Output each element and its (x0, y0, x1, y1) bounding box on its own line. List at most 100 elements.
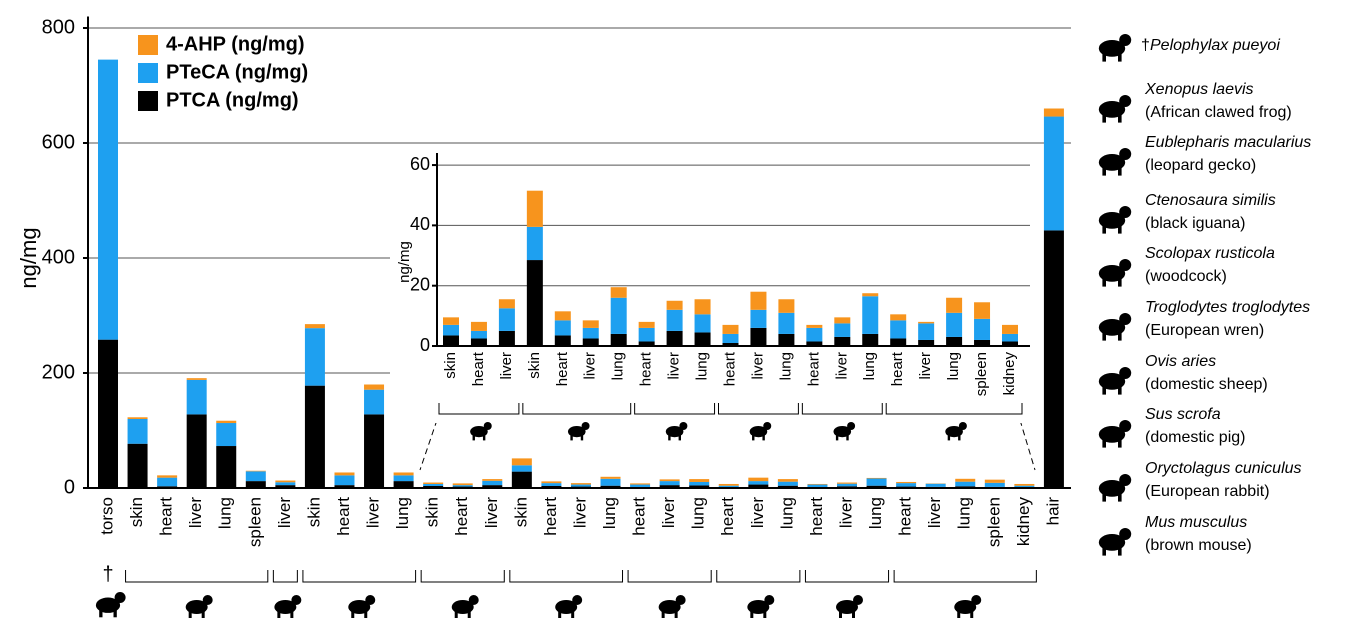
icon-leg (947, 434, 951, 441)
bar-segment (689, 479, 710, 482)
y-tick-label: 0 (64, 476, 75, 498)
icon-leg (668, 434, 671, 441)
icon-leg (1102, 114, 1106, 123)
bar-segment (570, 483, 591, 485)
animal-icon (348, 595, 376, 618)
y-axis-label: ng/mg (16, 227, 41, 288)
x-tick-label: liver (833, 352, 850, 380)
bar-segment (470, 330, 487, 339)
icon-leg (958, 434, 961, 441)
icon-body (348, 600, 371, 614)
bar-segment (722, 333, 739, 343)
species-common: (European wren) (1145, 322, 1264, 339)
species-common: (woodcock) (1145, 268, 1227, 285)
bar-segment (511, 458, 532, 466)
bar-segment (216, 420, 237, 424)
bar-segment (750, 309, 767, 328)
species-common: (brown mouse) (1145, 537, 1252, 554)
x-tick-label: torso (97, 497, 116, 535)
bar-segment (127, 443, 148, 488)
bar-segment (866, 477, 887, 479)
bar-segment (275, 485, 296, 488)
icon-body (1098, 154, 1126, 171)
bar-segment (498, 299, 515, 309)
bar-segment (659, 479, 680, 482)
bar-segment (834, 323, 851, 337)
icon-leg (957, 611, 961, 618)
bar-segment (600, 485, 621, 488)
x-tick-label: heart (334, 497, 353, 536)
x-tick-label: heart (554, 351, 571, 386)
bar-segment (837, 482, 857, 484)
x-tick-label: skin (442, 352, 459, 379)
icon-head (763, 422, 772, 430)
species-common: (black iguana) (1145, 215, 1246, 232)
bar-segment (334, 485, 355, 488)
legend-label: 4-AHP (ng/mg) (166, 33, 305, 55)
bar-segment (452, 483, 473, 486)
animal-icon (747, 595, 775, 618)
bar-segment (482, 480, 503, 486)
icon-leg (570, 434, 573, 441)
species-latin: Oryctolagus cuniculus (1145, 460, 1302, 477)
animal-icon (1098, 34, 1132, 62)
group-bracket (718, 403, 799, 415)
animal-icon (658, 595, 686, 618)
y-tick-label: 200 (42, 361, 75, 383)
icon-body (470, 426, 488, 438)
x-tick-label: lung (955, 497, 974, 529)
x-tick-label: kidney (1014, 497, 1033, 547)
bar-segment (334, 475, 355, 486)
bar-segment (443, 317, 459, 325)
icon-head (114, 592, 126, 603)
group-bracket (522, 403, 632, 415)
bar-segment (423, 482, 444, 484)
x-tick-label: liver (748, 497, 767, 529)
x-tick-label: lung (610, 352, 627, 380)
species-common: (European rabbit) (1145, 483, 1270, 500)
icon-body (1098, 265, 1126, 282)
icon-leg (467, 611, 471, 618)
bar-segment (890, 338, 907, 346)
bar-segment (186, 379, 207, 415)
icon-head (958, 422, 967, 430)
bar-segment (984, 482, 1005, 487)
bar-segment (807, 483, 828, 485)
icon-leg (1118, 225, 1122, 234)
bar-segment (423, 483, 444, 486)
x-tick-label: heart (807, 497, 826, 536)
bar-segment (862, 333, 879, 346)
x-tick-label: spleen (973, 352, 990, 396)
bar-segment (748, 481, 769, 485)
x-tick-label: liver (659, 497, 678, 529)
bar-segment (777, 479, 798, 482)
icon-leg (1102, 167, 1106, 176)
animal-icon (1098, 259, 1132, 287)
x-tick-label: heart (896, 497, 915, 536)
icon-leg (763, 611, 767, 618)
bar-segment (470, 321, 487, 331)
bar-segment (157, 477, 178, 487)
bar-segment (216, 446, 237, 488)
bar-segment (526, 190, 543, 227)
animal-icon (836, 595, 863, 618)
bar-segment (275, 480, 296, 483)
icon-body (747, 600, 770, 614)
icon-leg (1118, 278, 1122, 287)
icon-head (1119, 148, 1132, 160)
icon-leg (558, 611, 562, 618)
x-tick-label: liver (666, 352, 683, 380)
x-tick-label: heart (470, 351, 487, 386)
icon-body (274, 600, 297, 614)
bar-segment (955, 478, 976, 482)
bar-segment (582, 327, 599, 339)
icon-leg (1118, 114, 1122, 123)
bar-segment (216, 423, 237, 447)
bar-segment (778, 299, 795, 313)
icon-body (665, 426, 684, 438)
icon-leg (1118, 547, 1122, 556)
bar-segment (443, 335, 459, 346)
bar-segment (304, 385, 325, 488)
bar-segment (364, 389, 385, 415)
animal-icon (470, 422, 492, 441)
